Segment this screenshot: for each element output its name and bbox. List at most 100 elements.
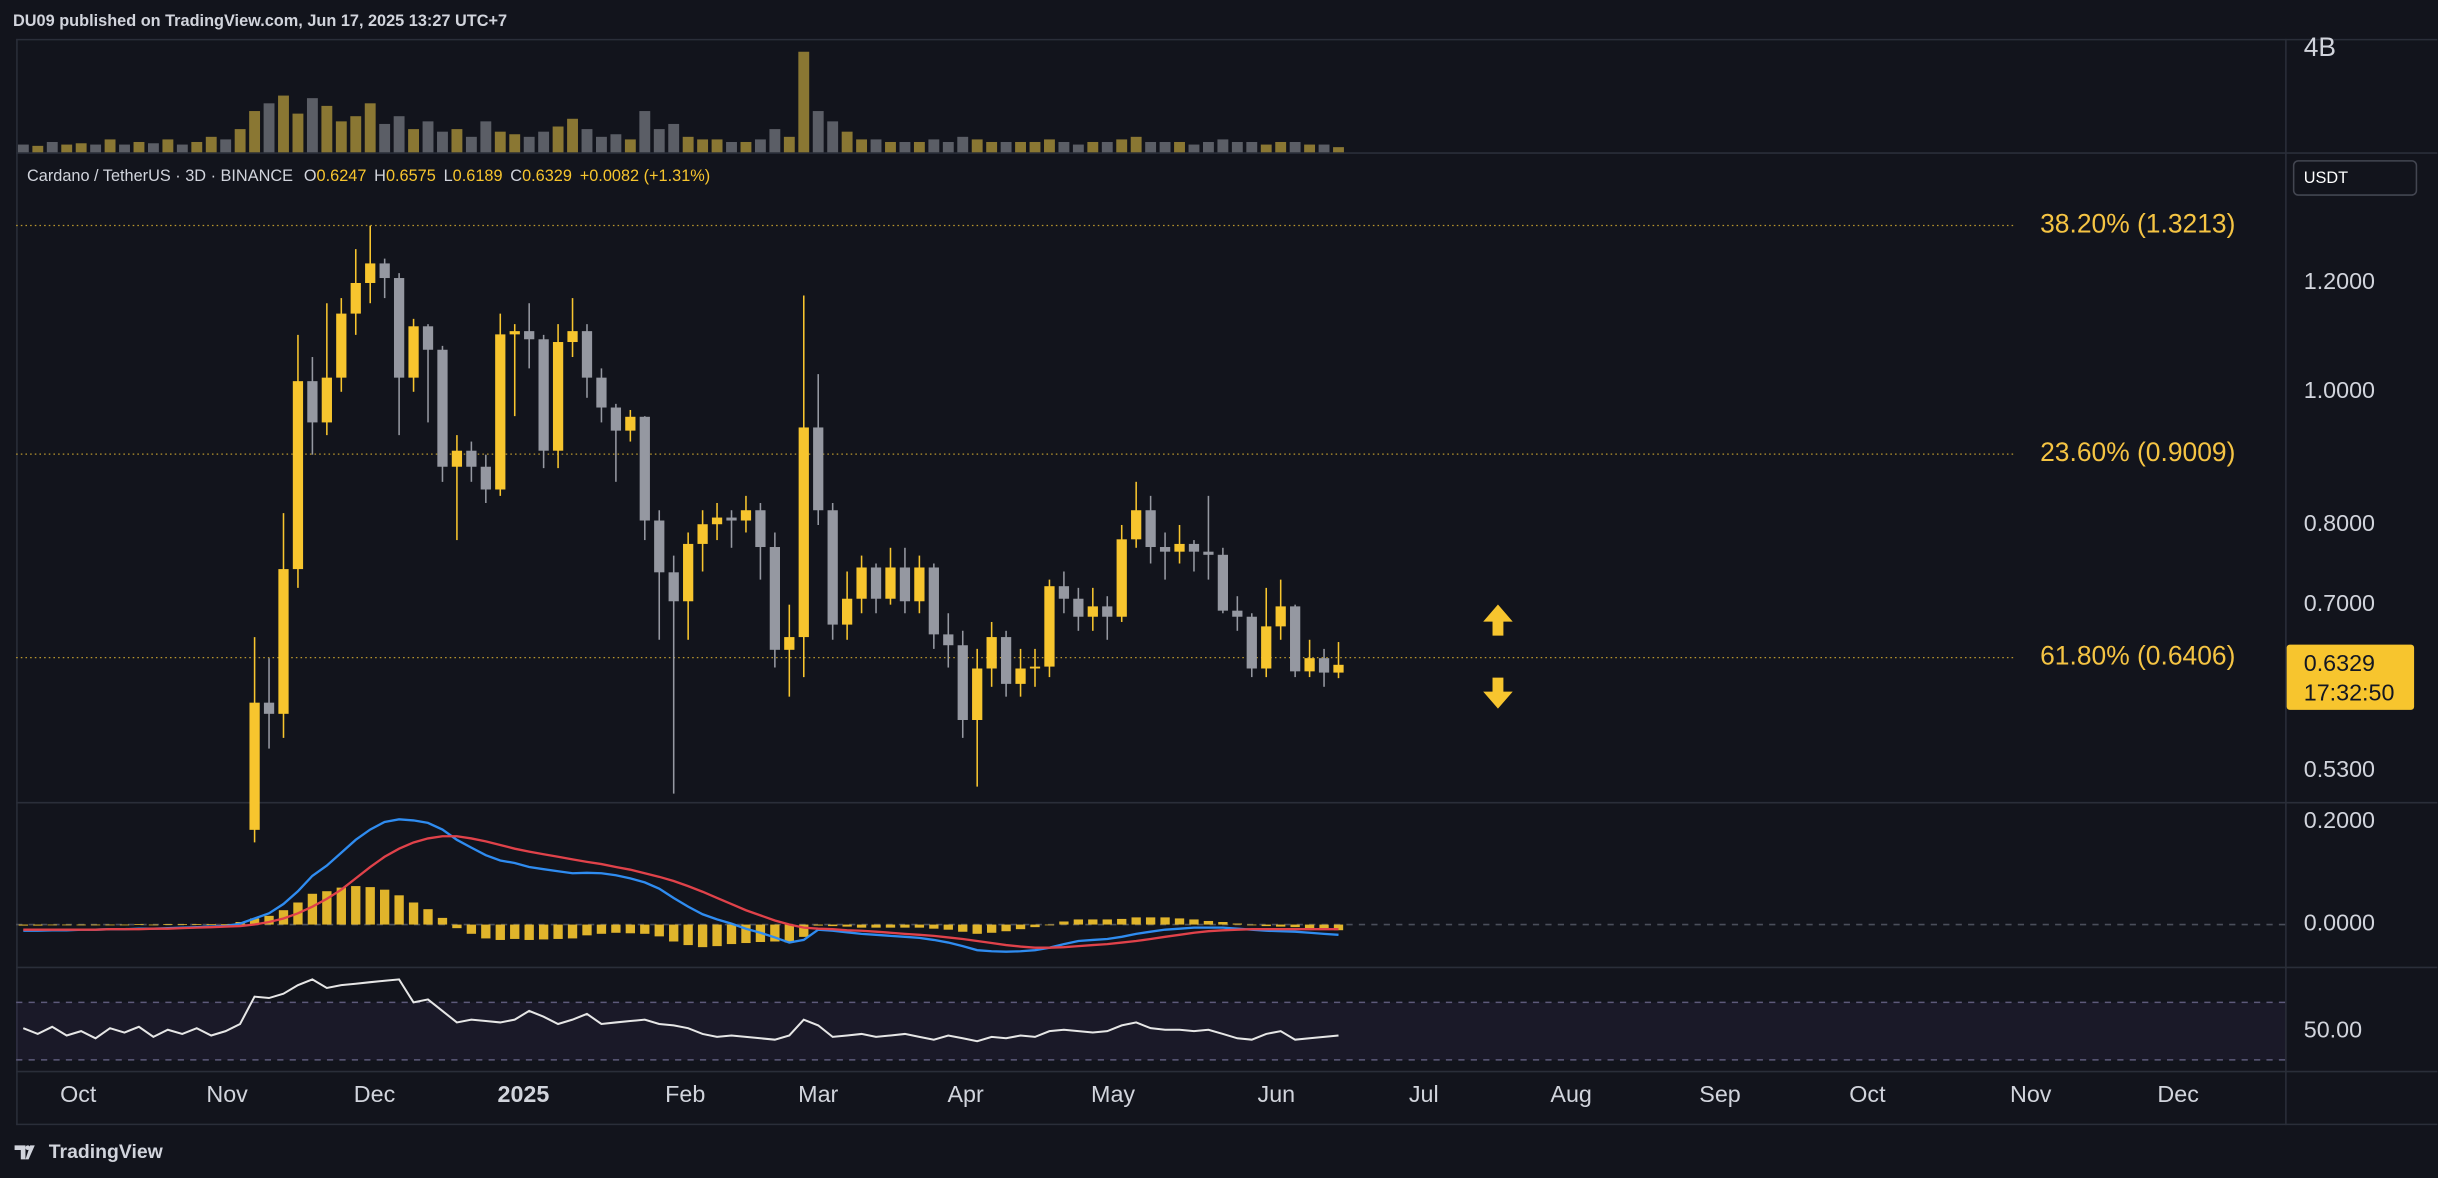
- volume-bar: [928, 139, 940, 153]
- x-tick-label: Sep: [1699, 1081, 1740, 1107]
- volume-bar: [1000, 141, 1012, 153]
- x-tick-label: Feb: [665, 1081, 705, 1107]
- volume-bar: [1015, 141, 1026, 153]
- volume-bar: [899, 141, 911, 153]
- y-tick-label: 0.5300: [2304, 756, 2375, 782]
- volume-bar: [278, 95, 289, 153]
- histogram-bar: [582, 924, 592, 936]
- volume-bar: [798, 51, 810, 153]
- candle-body: [278, 569, 289, 714]
- candle-body: [1246, 616, 1257, 669]
- histogram-bar: [76, 924, 86, 926]
- histogram-bar: [611, 924, 621, 933]
- macd-line: [23, 818, 1339, 953]
- volume-bar: [364, 103, 376, 153]
- volume-bar: [957, 136, 969, 153]
- histogram-bar: [871, 924, 881, 928]
- volume-bar: [1058, 141, 1070, 153]
- histogram-bar: [1319, 924, 1329, 930]
- volume-bar: [437, 131, 448, 153]
- candle-body: [437, 349, 448, 467]
- volume-bar: [393, 116, 405, 153]
- candle-body: [639, 416, 650, 521]
- volume-bar: [335, 121, 347, 153]
- volume-bar: [682, 136, 694, 153]
- histogram-bar: [1088, 919, 1098, 925]
- y-tick-label: 50.00: [2304, 1016, 2362, 1042]
- legend-label: O: [304, 167, 317, 185]
- volume-bar: [827, 121, 839, 153]
- volume-bar: [624, 139, 636, 153]
- volume-bar: [1101, 141, 1113, 153]
- histogram-bar: [1203, 920, 1214, 925]
- volume-bar: [841, 131, 853, 153]
- histogram-bar: [1044, 924, 1055, 926]
- volume-bar: [639, 111, 651, 153]
- y-tick-label: 1.2000: [2304, 268, 2375, 294]
- volume-bar: [494, 131, 506, 153]
- volume-bar: [162, 139, 174, 153]
- candle-body: [1131, 510, 1142, 540]
- histogram-bar: [1174, 918, 1185, 925]
- volume-bar: [1202, 141, 1214, 153]
- volume-bar: [986, 141, 998, 153]
- band-fill: [16, 1002, 2286, 1060]
- histogram-bar: [943, 924, 953, 930]
- arrows: [1483, 604, 1513, 709]
- histogram-bar: [206, 924, 216, 925]
- x-tick-label: 2025: [497, 1081, 549, 1107]
- candle-body: [292, 381, 304, 570]
- volume-bar: [726, 141, 737, 153]
- candle-body: [1203, 551, 1214, 555]
- histogram-bar: [538, 924, 549, 940]
- volume-bar: [249, 111, 261, 153]
- histogram-bar: [437, 917, 448, 925]
- candle-body: [1261, 626, 1272, 669]
- volume-bar: [668, 123, 680, 153]
- candle-body: [827, 510, 838, 625]
- volume-bar: [538, 131, 550, 153]
- countdown: 17:32:50: [2304, 679, 2395, 705]
- histogram-bar: [1102, 919, 1112, 925]
- histogram-bar: [625, 924, 636, 934]
- candle-body: [914, 567, 925, 602]
- candle-body: [321, 377, 332, 423]
- histogram-bar: [885, 924, 896, 928]
- candle-body: [928, 567, 939, 635]
- candle-body: [957, 645, 968, 720]
- x-tick-label: Oct: [60, 1081, 97, 1107]
- histogram-bar: [90, 924, 101, 926]
- histogram-bar: [408, 902, 419, 925]
- candle-body: [755, 510, 766, 548]
- histogram-bar: [322, 891, 332, 925]
- histogram-bar: [307, 893, 318, 925]
- candle-body: [249, 702, 260, 830]
- candle-body: [1232, 610, 1243, 617]
- candle-body: [1116, 539, 1127, 617]
- histogram-bar: [47, 924, 57, 926]
- volume-bar: [1260, 144, 1272, 153]
- candles: [249, 225, 1344, 843]
- rsi-line: [22, 978, 1339, 1043]
- histogram-bar: [1232, 923, 1242, 925]
- candle-body: [538, 339, 549, 451]
- histogram-bar: [1290, 924, 1300, 928]
- volume-bar: [90, 144, 102, 153]
- histogram-bar: [495, 924, 505, 940]
- candle-body: [856, 567, 867, 599]
- y-tick-label: 1.0000: [2304, 377, 2375, 403]
- histogram-bar: [1015, 924, 1026, 930]
- currency-box[interactable]: [2292, 160, 2418, 196]
- histogram-bar: [1145, 917, 1156, 925]
- candle-body: [899, 567, 911, 602]
- volume-bar: [1318, 144, 1330, 153]
- volume-bar: [1159, 141, 1171, 153]
- logo-dot: [25, 1145, 31, 1151]
- histogram-bar: [567, 924, 578, 939]
- x-tick-label: Mar: [798, 1081, 838, 1107]
- arrow-down: [1483, 677, 1513, 709]
- histogram-bar: [900, 924, 910, 928]
- candle-body: [697, 524, 708, 544]
- histogram-bar: [423, 909, 433, 925]
- histogram-bar: [799, 924, 809, 937]
